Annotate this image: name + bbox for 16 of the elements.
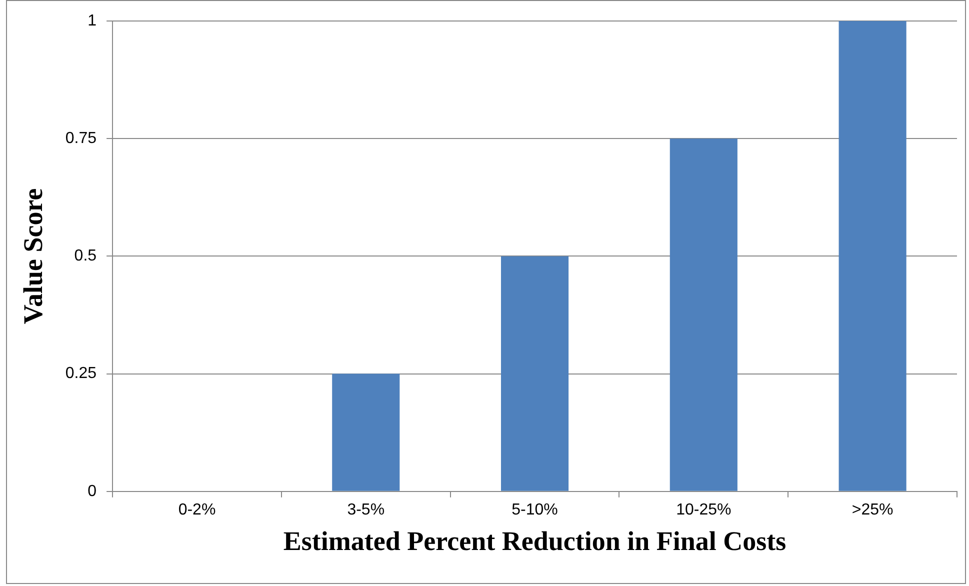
bar: [838, 21, 906, 491]
bar: [670, 138, 738, 491]
y-axis-title: Value Score: [18, 188, 48, 324]
x-axis-title: Estimated Percent Reduction in Final Costs: [283, 526, 786, 556]
x-tick-label: 10-25%: [676, 501, 732, 518]
y-tick-label: 0.25: [65, 365, 97, 382]
x-tick-label: 0-2%: [178, 501, 216, 518]
y-tick-label: 0: [88, 482, 97, 500]
y-tick-label: 0.5: [74, 248, 97, 265]
bar: [500, 256, 569, 491]
bar: [332, 374, 400, 491]
x-tick-label: >25%: [852, 501, 894, 518]
x-tick-label: 3-5%: [347, 501, 385, 518]
y-tick-label: 0.75: [65, 130, 97, 148]
x-tick-label: 5-10%: [512, 501, 558, 518]
y-tick-label: 1: [88, 12, 97, 30]
